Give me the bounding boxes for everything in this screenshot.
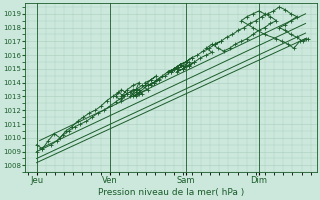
X-axis label: Pression niveau de la mer( hPa ): Pression niveau de la mer( hPa ) xyxy=(98,188,244,197)
